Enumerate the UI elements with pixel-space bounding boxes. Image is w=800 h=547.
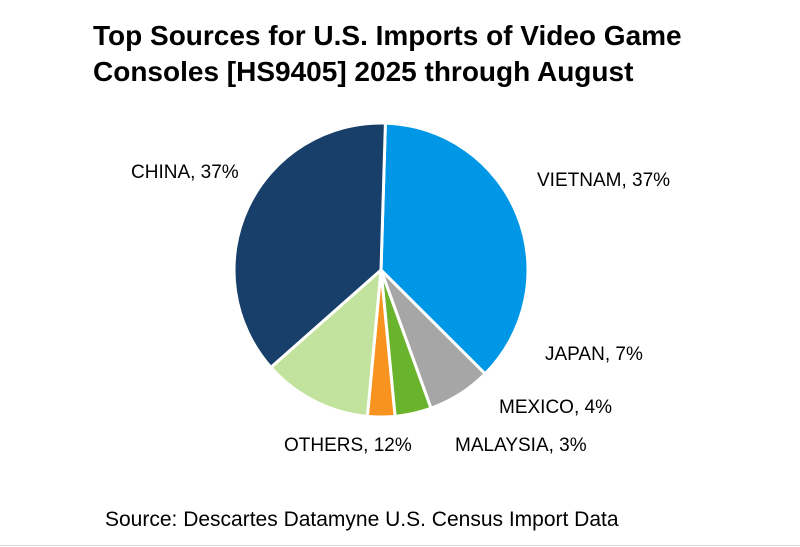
slice-label-japan: JAPAN, 7% xyxy=(545,344,643,365)
slice-label-malaysia: MALAYSIA, 3% xyxy=(455,435,587,456)
pie-slice-others xyxy=(269,268,383,418)
source-note: Source: Descartes Datamyne U.S. Census I… xyxy=(105,508,619,531)
slice-label-vietnam: VIETNAM, 37% xyxy=(537,170,670,191)
pie-slice-china xyxy=(232,121,387,369)
slice-label-others: OTHERS, 12% xyxy=(284,435,412,456)
chart-title: Top Sources for U.S. Imports of Video Ga… xyxy=(93,18,773,90)
slice-label-mexico: MEXICO, 4% xyxy=(499,397,612,418)
slice-label-china: CHINA, 37% xyxy=(131,162,239,183)
pie-slice-vietnam xyxy=(379,121,530,376)
bottom-divider xyxy=(0,545,800,546)
chart-title-line-1: Top Sources for U.S. Imports of Video Ga… xyxy=(93,20,682,51)
chart-title-line-2: Consoles [HS9405] 2025 through August xyxy=(93,56,634,87)
